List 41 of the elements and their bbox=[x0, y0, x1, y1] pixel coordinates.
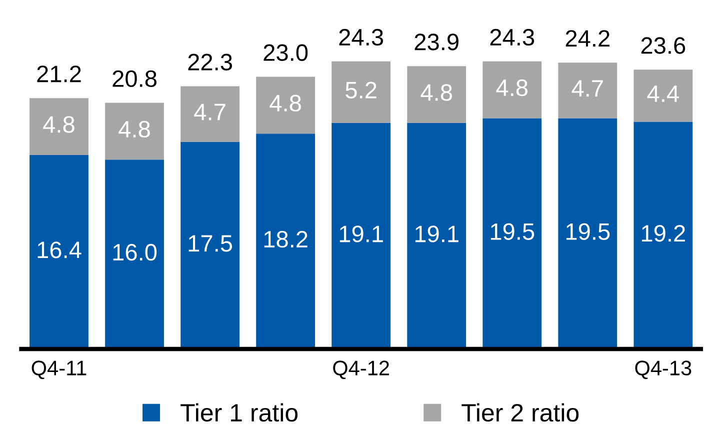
data-label: 4.7 bbox=[194, 104, 226, 120]
legend-label: Tier 1 ratio bbox=[180, 403, 298, 422]
bar bbox=[482, 61, 542, 118]
data-label: 5.2 bbox=[346, 82, 376, 98]
data-label: 4.4 bbox=[647, 86, 679, 102]
data-label: 4.8 bbox=[420, 84, 452, 101]
total-label: 22.3 bbox=[188, 54, 232, 70]
bar bbox=[30, 98, 88, 155]
total-label: 23.0 bbox=[264, 44, 308, 61]
data-label: 18.2 bbox=[264, 230, 308, 248]
total-label: 21.2 bbox=[37, 66, 81, 82]
x-tick-label: Q4-11 bbox=[32, 360, 86, 380]
bar bbox=[558, 62, 618, 118]
data-label: 4.8 bbox=[270, 94, 301, 112]
total-label: 24.2 bbox=[566, 30, 610, 47]
data-label: 19.1 bbox=[415, 226, 458, 242]
total-label: 20.8 bbox=[112, 70, 156, 88]
data-label: 4.8 bbox=[43, 116, 74, 133]
total-label: 23.9 bbox=[414, 34, 458, 50]
data-label: 16.4 bbox=[38, 242, 82, 258]
data-label: 4.8 bbox=[496, 79, 528, 96]
bar bbox=[180, 86, 240, 142]
total-label: 23.6 bbox=[641, 37, 686, 54]
data-label: 17.5 bbox=[188, 235, 232, 252]
data-label: 4.8 bbox=[118, 120, 150, 138]
data-label: 4.7 bbox=[572, 80, 603, 96]
bar bbox=[256, 76, 316, 134]
x-tick-label: Q4-12 bbox=[333, 360, 389, 380]
data-label: 19.5 bbox=[566, 223, 610, 240]
data-label: 19.2 bbox=[642, 224, 685, 242]
bar bbox=[407, 66, 466, 123]
x-tick-label: Q4-13 bbox=[635, 360, 692, 380]
bar bbox=[105, 102, 164, 160]
total-label: 24.3 bbox=[490, 28, 534, 46]
total-label: 24.3 bbox=[339, 28, 384, 46]
data-label: 16.0 bbox=[113, 244, 157, 261]
bar bbox=[634, 70, 693, 122]
bar bbox=[332, 61, 391, 123]
data-label: 19.5 bbox=[490, 223, 534, 240]
legend-label: Tier 2 ratio bbox=[462, 403, 579, 422]
data-label: 19.1 bbox=[340, 226, 383, 242]
